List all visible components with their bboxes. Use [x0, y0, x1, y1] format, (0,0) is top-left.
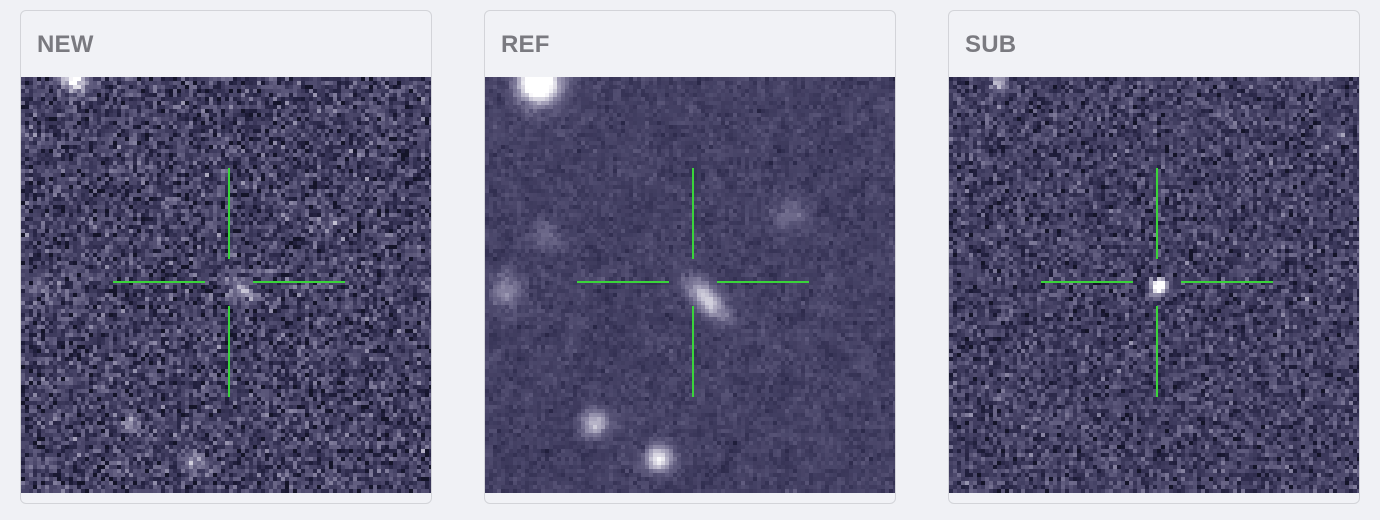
reference-image-cutout[interactable]	[485, 77, 895, 493]
panel-title: SUB	[965, 31, 1017, 58]
subtraction-image-canvas	[949, 77, 1359, 493]
subtraction-image-cutout[interactable]	[949, 77, 1359, 493]
new-image-cutout[interactable]	[21, 77, 431, 493]
cutout-panel-new: NEW	[20, 10, 432, 504]
cutout-panel-ref: REF	[484, 10, 896, 504]
reference-image-canvas	[485, 77, 895, 493]
panel-title: NEW	[37, 31, 94, 58]
new-image-canvas	[21, 77, 431, 493]
cutout-panel-sub: SUB	[948, 10, 1360, 504]
panel-title: REF	[501, 31, 550, 58]
